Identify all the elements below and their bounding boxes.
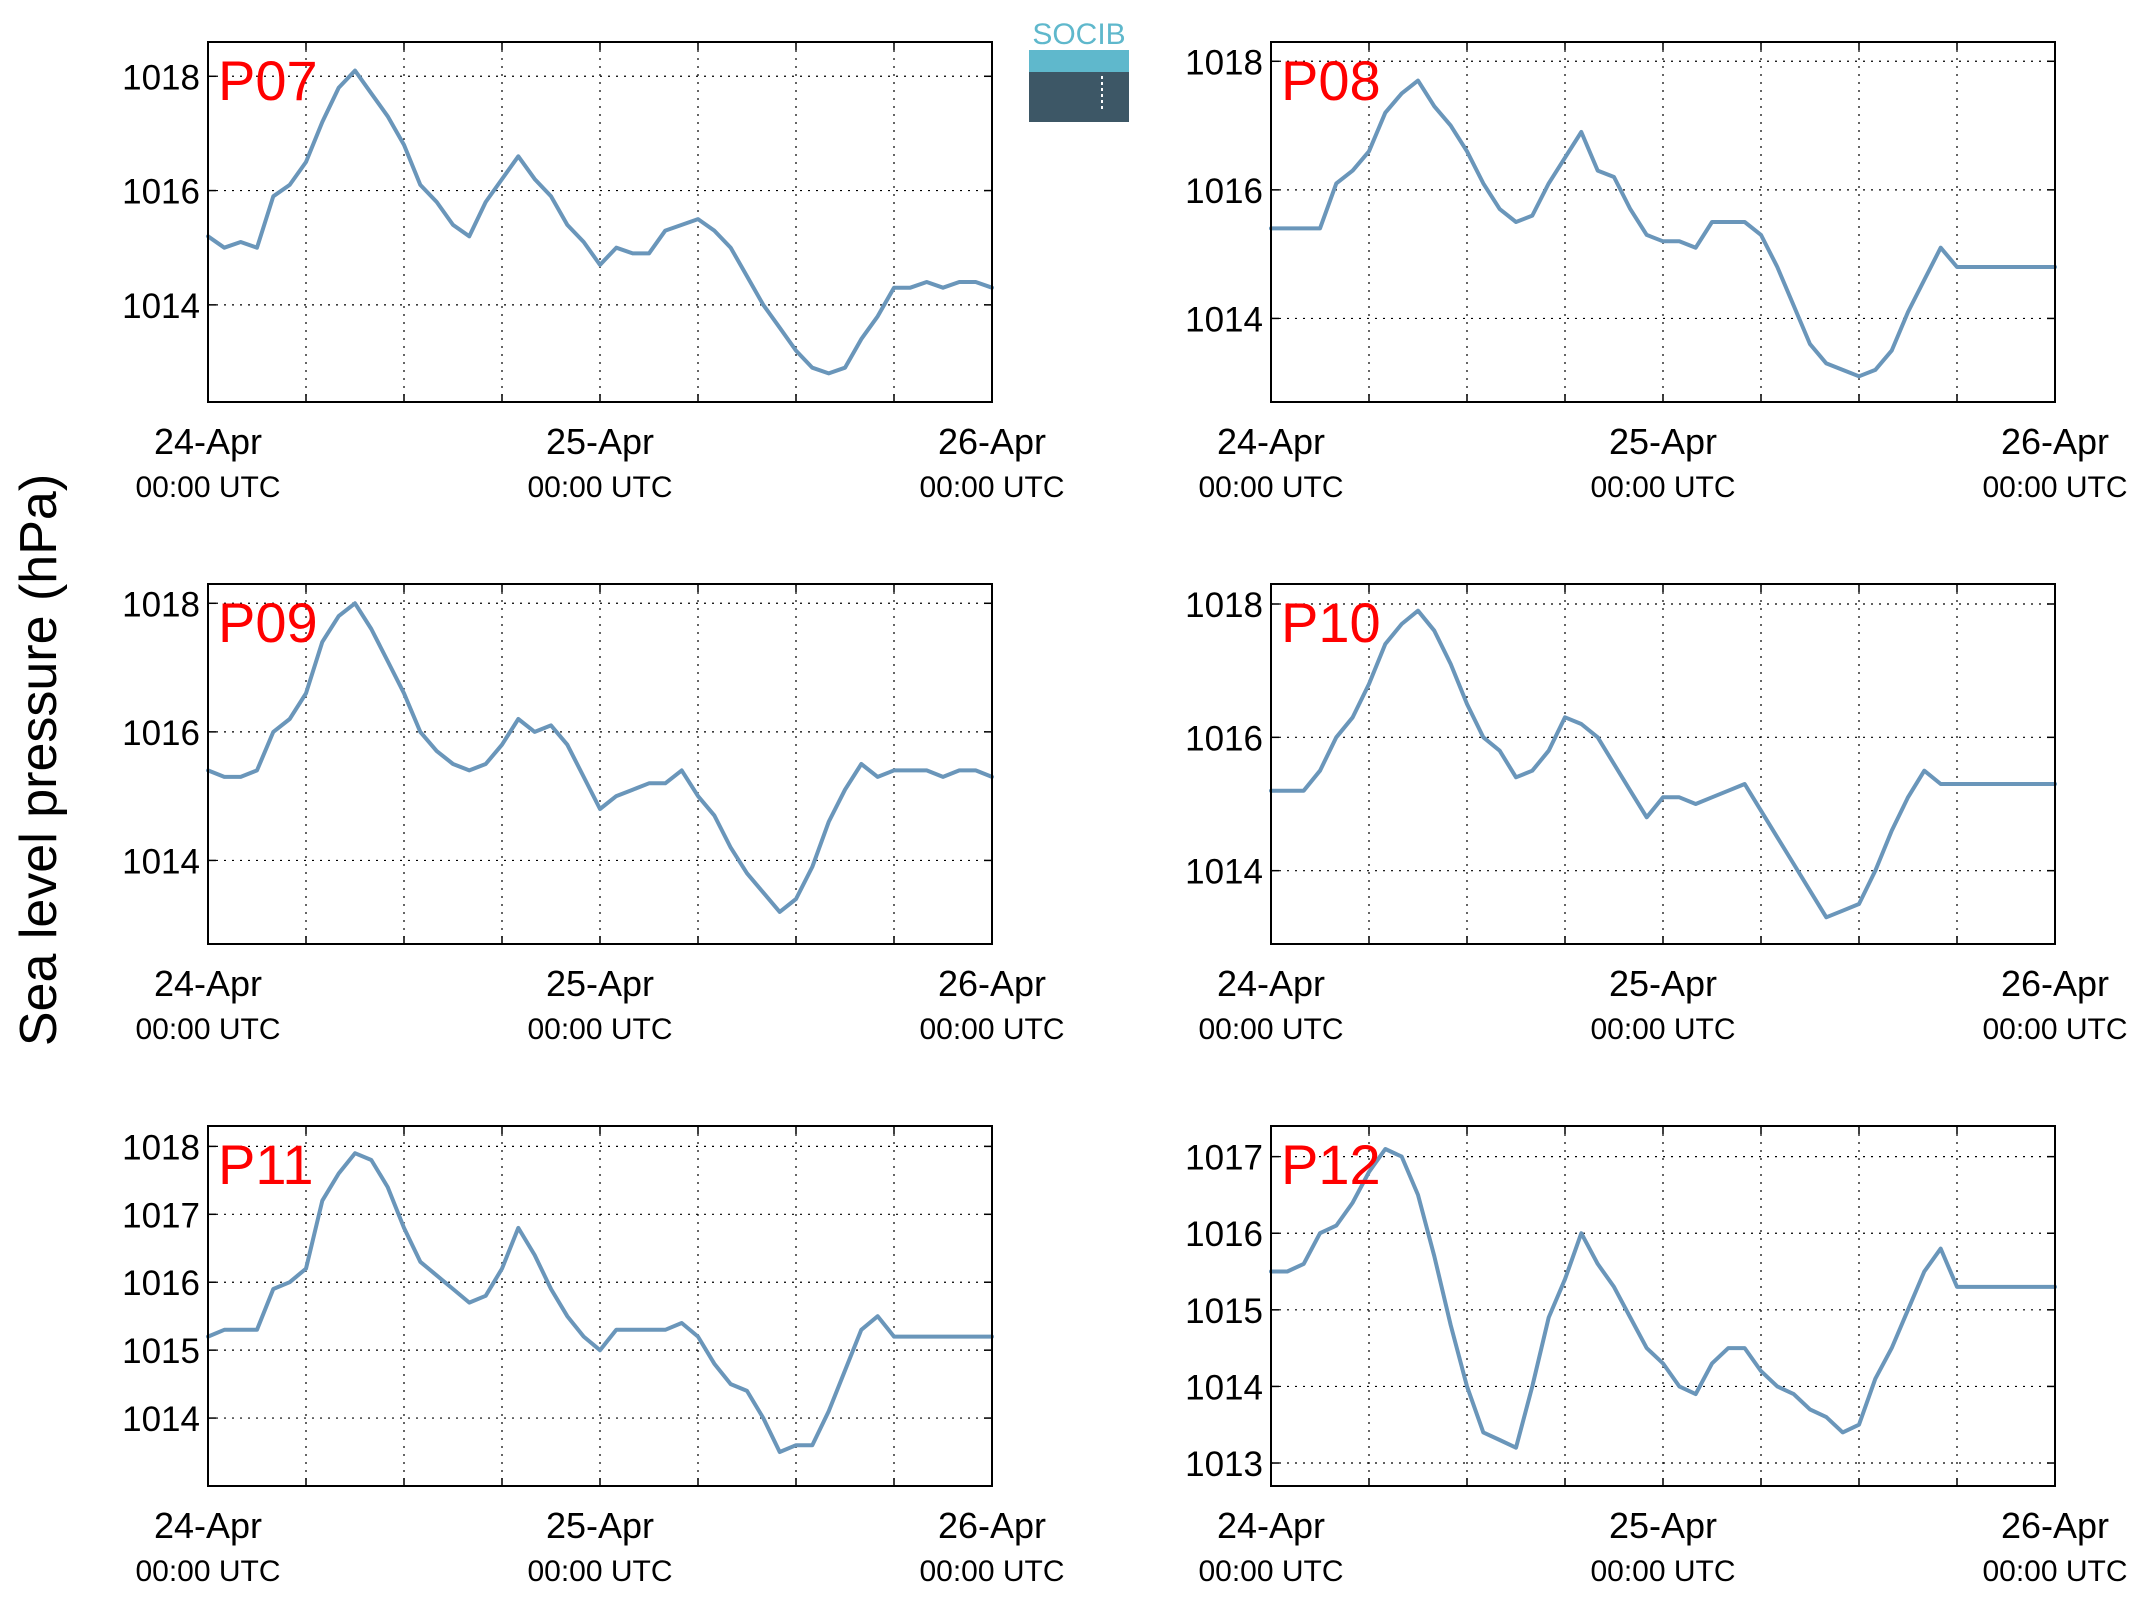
x-tick-label-day: 26-Apr — [938, 1505, 1046, 1546]
panel-label-p09: P09 — [218, 591, 318, 654]
plot-frame-p08 — [1270, 41, 2056, 403]
x-tick-label-day: 25-Apr — [1609, 421, 1717, 462]
plot-frame-p07 — [207, 41, 993, 403]
y-tick-label: 1014 — [122, 842, 200, 881]
series-line-p08 — [1269, 78, 2057, 379]
panel-p12: 1013 1014 1015 1016 1017 24-Apr 00:00 UTC 25-Ap… — [1185, 1125, 2128, 1588]
y-tick-label: 1014 — [1185, 300, 1263, 339]
y-tick-label: 1017 — [122, 1196, 200, 1235]
x-tick-label-time: 00:00 UTC — [1198, 1013, 1343, 1046]
panel-label-p11: P11 — [218, 1133, 313, 1196]
series-line-p11 — [206, 1151, 994, 1454]
x-tick-label-time: 00:00 UTC — [1982, 471, 2127, 504]
x-tick-label-day: 26-Apr — [2001, 1505, 2109, 1546]
y-tick-label: 1018 — [122, 58, 200, 97]
plot-frame-p12 — [1270, 1125, 2056, 1487]
panel-label-p07: P07 — [218, 49, 318, 112]
x-tick-label-time: 00:00 UTC — [527, 471, 672, 504]
panel-label-p08: P08 — [1281, 49, 1381, 112]
x-tick-label-day: 25-Apr — [1609, 963, 1717, 1004]
y-tick-label: 1016 — [1185, 172, 1263, 211]
plot-area-p12 — [1271, 1126, 2055, 1486]
x-tick-label-day: 26-Apr — [2001, 421, 2109, 462]
x-tick-label-day: 25-Apr — [546, 421, 654, 462]
global-y-axis-label: Sea level pressure (hPa) — [10, 474, 68, 1046]
x-tick-label-time: 00:00 UTC — [919, 1013, 1064, 1046]
y-tick-label: 1016 — [1185, 719, 1263, 758]
y-tick-label: 1014 — [122, 1400, 200, 1439]
panel-p11: 1014 1015 1016 1017 1018 24-Apr 00:00 UTC 25-Ap… — [122, 1125, 1065, 1588]
x-tick-label-day: 24-Apr — [154, 963, 262, 1004]
y-tick-label: 1016 — [122, 714, 200, 753]
panel-label-p12: P12 — [1281, 1133, 1381, 1196]
logo-text: SOCIB — [1032, 18, 1125, 51]
x-tick-label-day: 25-Apr — [546, 1505, 654, 1546]
x-tick-label-time: 00:00 UTC — [919, 1555, 1064, 1588]
y-tick-label: 1015 — [122, 1332, 200, 1371]
x-tick-label-time: 00:00 UTC — [527, 1013, 672, 1046]
x-tick-label-day: 24-Apr — [1217, 963, 1325, 1004]
x-tick-label-time: 00:00 UTC — [919, 471, 1064, 504]
x-tick-label-time: 00:00 UTC — [1590, 471, 1735, 504]
y-tick-label: 1018 — [122, 1128, 200, 1167]
y-tick-label: 1014 — [122, 287, 200, 326]
plot-area-p11 — [208, 1126, 992, 1486]
y-tick-label: 1016 — [122, 173, 200, 212]
x-tick-label-day: 25-Apr — [1609, 1505, 1717, 1546]
y-tick-label: 1018 — [1185, 586, 1263, 625]
plot-frame-p10 — [1270, 583, 2056, 945]
y-tick-label: 1017 — [1185, 1139, 1263, 1178]
panel-p07: 1014 1016 1018 24-Apr 00:00 UTC 25-Apr 00:00 U… — [122, 41, 1065, 504]
plot-frame-p09 — [207, 583, 993, 945]
x-tick-label-time: 00:00 UTC — [1982, 1013, 2127, 1046]
x-tick-label-day: 25-Apr — [546, 963, 654, 1004]
panel-p08: 1014 1016 1018 24-Apr 00:00 UTC 25-Apr 00:00 U… — [1185, 41, 2128, 504]
x-tick-label-day: 24-Apr — [1217, 421, 1325, 462]
y-tick-label: 1014 — [1185, 853, 1263, 892]
y-tick-label: 1016 — [122, 1264, 200, 1303]
series-line-p10 — [1269, 608, 2057, 920]
panel-p09: 1014 1016 1018 24-Apr 00:00 UTC 25-Apr 00:00 U… — [122, 583, 1065, 1046]
y-tick-label: 1015 — [1185, 1292, 1263, 1331]
panel-label-p10: P10 — [1281, 591, 1381, 654]
series-line-p12 — [1269, 1147, 2057, 1450]
x-tick-label-time: 00:00 UTC — [135, 1013, 280, 1046]
y-tick-label: 1018 — [1185, 43, 1263, 82]
plot-area-p08 — [1271, 42, 2055, 402]
x-tick-label-day: 24-Apr — [154, 1505, 262, 1546]
x-tick-label-day: 26-Apr — [938, 963, 1046, 1004]
series-line-p07 — [206, 68, 994, 376]
x-tick-label-time: 00:00 UTC — [1590, 1555, 1735, 1588]
x-tick-label-time: 00:00 UTC — [135, 1555, 280, 1588]
x-tick-label-day: 24-Apr — [1217, 1505, 1325, 1546]
socib-logo: SOCIB — [1029, 18, 1129, 122]
x-tick-label-time: 00:00 UTC — [135, 471, 280, 504]
logo-wave-icon — [1029, 50, 1129, 72]
x-tick-label-time: 00:00 UTC — [1982, 1555, 2127, 1588]
y-tick-label: 1018 — [122, 585, 200, 624]
y-tick-label: 1014 — [1185, 1368, 1263, 1407]
series-line-p09 — [206, 601, 994, 914]
x-tick-label-time: 00:00 UTC — [1590, 1013, 1735, 1046]
plot-frame-p11 — [207, 1125, 993, 1487]
x-tick-label-time: 00:00 UTC — [1198, 1555, 1343, 1588]
plot-area-p10 — [1271, 584, 2055, 944]
x-tick-label-day: 24-Apr — [154, 421, 262, 462]
y-tick-label: 1013 — [1185, 1445, 1263, 1484]
x-tick-label-time: 00:00 UTC — [527, 1555, 672, 1588]
panel-p10: 1014 1016 1018 24-Apr 00:00 UTC 25-Apr 00:00 U… — [1185, 583, 2128, 1046]
x-tick-label-day: 26-Apr — [938, 421, 1046, 462]
x-tick-label-time: 00:00 UTC — [1198, 471, 1343, 504]
x-tick-label-day: 26-Apr — [2001, 963, 2109, 1004]
y-tick-label: 1016 — [1185, 1215, 1263, 1254]
